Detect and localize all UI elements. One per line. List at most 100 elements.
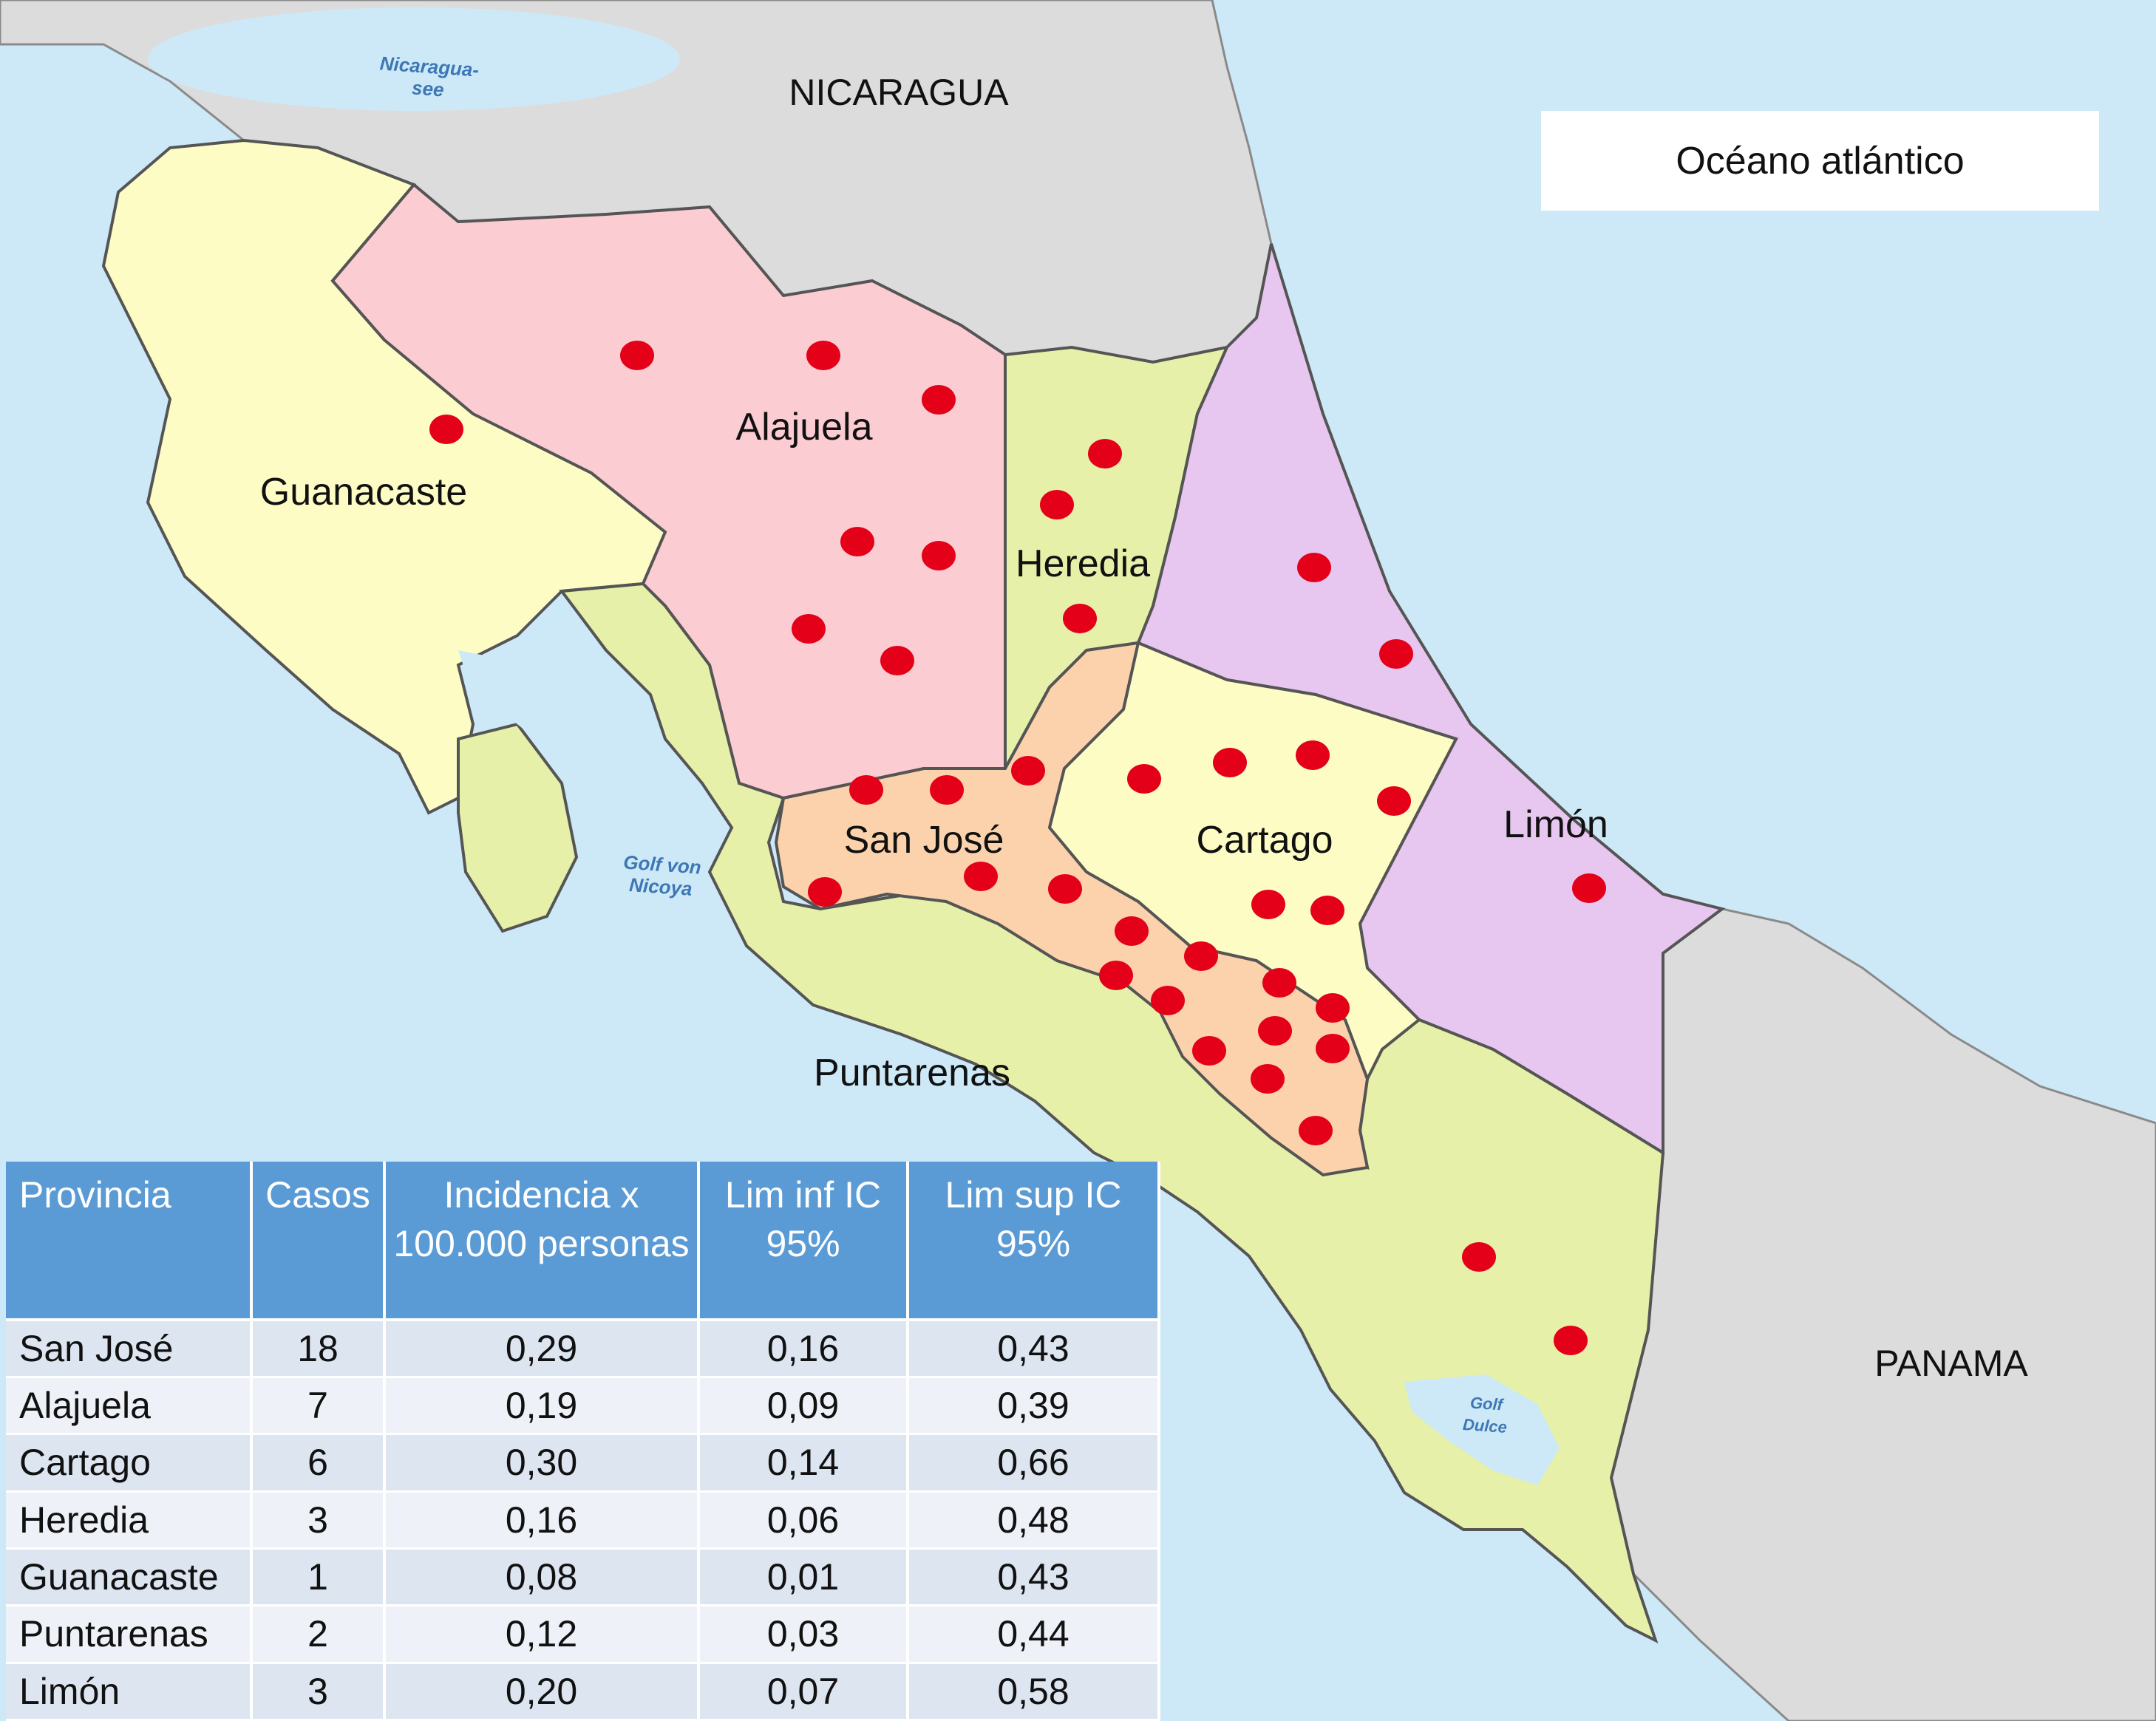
header-lim-sup: Lim sup IC 95% <box>908 1162 1160 1321</box>
table-row: Limón 3 0,20 0,07 0,58 <box>6 1663 1160 1721</box>
table-row: Alajuela 7 0,19 0,09 0,39 <box>6 1377 1160 1436</box>
table-cell: 0,06 <box>698 1491 909 1550</box>
case-dot <box>1115 916 1149 946</box>
province-label-alajuela: Alajuela <box>735 406 873 449</box>
province-label-cartago: Cartago <box>1196 819 1333 862</box>
province-puntarenas-nicoya <box>457 722 579 933</box>
table-cell: 0,48 <box>908 1491 1160 1550</box>
case-dot <box>1184 941 1218 971</box>
table-cell: 0,01 <box>698 1548 909 1607</box>
water-label-lake: Nicaragua- see <box>378 52 480 101</box>
case-dot <box>922 385 956 415</box>
table-cell: 0,12 <box>384 1605 700 1664</box>
table-cell: Cartago <box>6 1434 253 1493</box>
country-label-panama: PANAMA <box>1874 1343 2028 1384</box>
case-dot <box>1379 639 1413 669</box>
table-cell: 0,16 <box>384 1491 700 1550</box>
case-dot <box>1377 786 1411 816</box>
case-dot <box>840 527 874 556</box>
province-label-puntarenas: Puntarenas <box>814 1052 1010 1094</box>
table-header-row: Provincia Casos Incidencia x 100.000 per… <box>6 1162 1160 1321</box>
table-body: San José 18 0,29 0,16 0,43 Alajuela 7 0,19 0,09 0… <box>6 1320 1160 1721</box>
table-cell: Limón <box>6 1663 253 1721</box>
table-row: San José 18 0,29 0,16 0,43 <box>6 1320 1160 1378</box>
case-dot <box>1048 874 1082 904</box>
case-dot <box>1127 764 1161 794</box>
case-dot <box>922 541 956 570</box>
province-label-limon: Limón <box>1503 803 1608 846</box>
case-dot <box>620 341 654 370</box>
gulf-nicoya-water <box>458 650 702 850</box>
case-dot <box>806 341 840 370</box>
case-dot <box>849 775 883 805</box>
table-cell: 0,09 <box>698 1377 909 1436</box>
case-dot <box>1297 553 1331 582</box>
case-dot <box>1299 1116 1333 1145</box>
table-cell: Guanacaste <box>6 1548 253 1607</box>
case-dot <box>1262 968 1296 998</box>
table-cell: 6 <box>251 1434 386 1493</box>
header-casos: Casos <box>251 1162 386 1321</box>
country-label-nicaragua: NICARAGUA <box>789 72 1009 113</box>
table-row: Guanacaste 1 0,08 0,01 0,43 <box>6 1548 1160 1607</box>
table-cell: Puntarenas <box>6 1605 253 1664</box>
case-dot <box>792 614 826 644</box>
case-dot <box>1192 1036 1226 1066</box>
table-cell: 0,39 <box>908 1377 1160 1436</box>
province-cartago <box>1047 641 1458 1083</box>
table-cell: 0,07 <box>698 1663 909 1721</box>
case-dot <box>1099 961 1133 990</box>
case-dot <box>930 775 964 805</box>
table-cell: 0,14 <box>698 1434 909 1493</box>
gulf-dulce-water <box>1404 1374 1560 1485</box>
case-dot <box>429 415 463 444</box>
case-dot <box>1296 740 1330 770</box>
case-dot <box>1063 604 1097 633</box>
province-label-heredia: Heredia <box>1015 542 1151 585</box>
ocean-label: Océano atlántico <box>1676 139 1965 183</box>
table-cell: 7 <box>251 1377 386 1436</box>
table-cell: 0,20 <box>384 1663 700 1721</box>
table-cell: San José <box>6 1320 253 1378</box>
table-cell: Heredia <box>6 1491 253 1550</box>
ocean-label-box: Océano atlántico <box>1541 111 2099 211</box>
table-cell: 0,43 <box>908 1548 1160 1607</box>
province-label-guanacaste: Guanacaste <box>259 471 468 514</box>
case-dot <box>1572 873 1606 903</box>
case-dot <box>808 877 842 907</box>
incidence-table: Provincia Casos Incidencia x 100.000 per… <box>6 1162 1160 1721</box>
table-cell: 0,44 <box>908 1605 1160 1664</box>
table-cell: 18 <box>251 1320 386 1378</box>
table-cell: 0,30 <box>384 1434 700 1493</box>
table-cell: 0,08 <box>384 1548 700 1607</box>
table-cell: 0,66 <box>908 1434 1160 1493</box>
lake-nicaragua <box>148 7 680 111</box>
table-cell: 0,58 <box>908 1663 1160 1721</box>
case-dots-layer <box>429 341 1606 1355</box>
table-cell: 3 <box>251 1491 386 1550</box>
table-cell: 0,03 <box>698 1605 909 1664</box>
header-provincia: Provincia <box>6 1162 253 1321</box>
table-row: Puntarenas 2 0,12 0,03 0,44 <box>6 1605 1160 1664</box>
table-row: Cartago 6 0,30 0,14 0,66 <box>6 1434 1160 1493</box>
case-dot <box>964 862 998 891</box>
case-dot <box>1251 890 1285 919</box>
water-label-gulf-nicoya: Golf von Nicoya <box>622 851 702 900</box>
table-cell: 1 <box>251 1548 386 1607</box>
table-cell: 0,16 <box>698 1320 909 1378</box>
case-dot <box>1258 1016 1292 1046</box>
case-dot <box>1040 490 1074 519</box>
water-label-gulf-dulce: Golf Dulce <box>1462 1393 1508 1437</box>
case-dot <box>1310 896 1344 925</box>
case-dot <box>1316 1034 1350 1063</box>
case-dot <box>1462 1242 1496 1272</box>
case-dot <box>1011 756 1045 785</box>
case-dot <box>1151 986 1185 1015</box>
table-row: Heredia 3 0,16 0,06 0,48 <box>6 1491 1160 1550</box>
case-dot <box>1554 1326 1588 1355</box>
table-cell: 0,19 <box>384 1377 700 1436</box>
case-dot <box>1213 748 1247 777</box>
case-dot <box>880 646 914 675</box>
case-dot <box>1251 1064 1285 1094</box>
